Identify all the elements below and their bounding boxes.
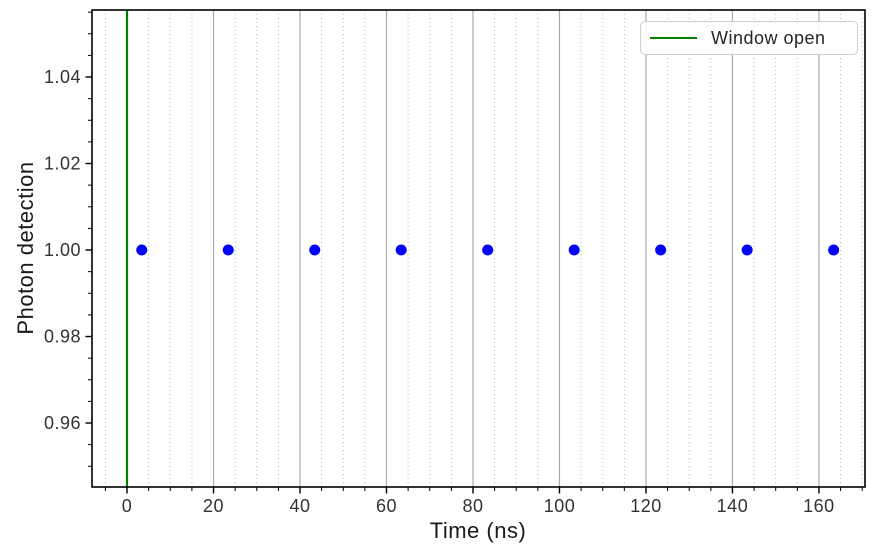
x-axis-label: Time (ns) [429, 518, 527, 543]
x-tick-label: 120 [630, 496, 662, 516]
x-tick-label: 0 [122, 496, 133, 516]
x-tick-label: 40 [289, 496, 310, 516]
y-axis-label: Photon detection [13, 161, 38, 335]
x-tick-label: 20 [203, 496, 224, 516]
data-point [828, 244, 840, 256]
legend: Window open [640, 21, 858, 55]
x-tick-label: 140 [717, 496, 749, 516]
y-tick-label: 1.02 [44, 154, 81, 174]
x-tick-label: 60 [376, 496, 397, 516]
data-point [482, 244, 494, 256]
y-tick-label: 0.96 [44, 413, 81, 433]
plot-border [91, 9, 866, 488]
data-point [568, 244, 580, 256]
x-tick-label: 80 [462, 496, 483, 516]
y-tick-label: 1.04 [44, 67, 81, 87]
data-point [395, 244, 407, 256]
x-tick-label: 100 [544, 496, 576, 516]
legend-line-sample [650, 37, 697, 39]
data-point [222, 244, 234, 256]
y-tick-label: 0.98 [44, 327, 81, 347]
data-point [655, 244, 667, 256]
data-point [741, 244, 753, 256]
y-tick-label: 1.00 [44, 240, 81, 260]
x-tick-label: 160 [803, 496, 835, 516]
data-point [309, 244, 321, 256]
data-point [136, 244, 148, 256]
legend-label: Window open [711, 27, 826, 48]
